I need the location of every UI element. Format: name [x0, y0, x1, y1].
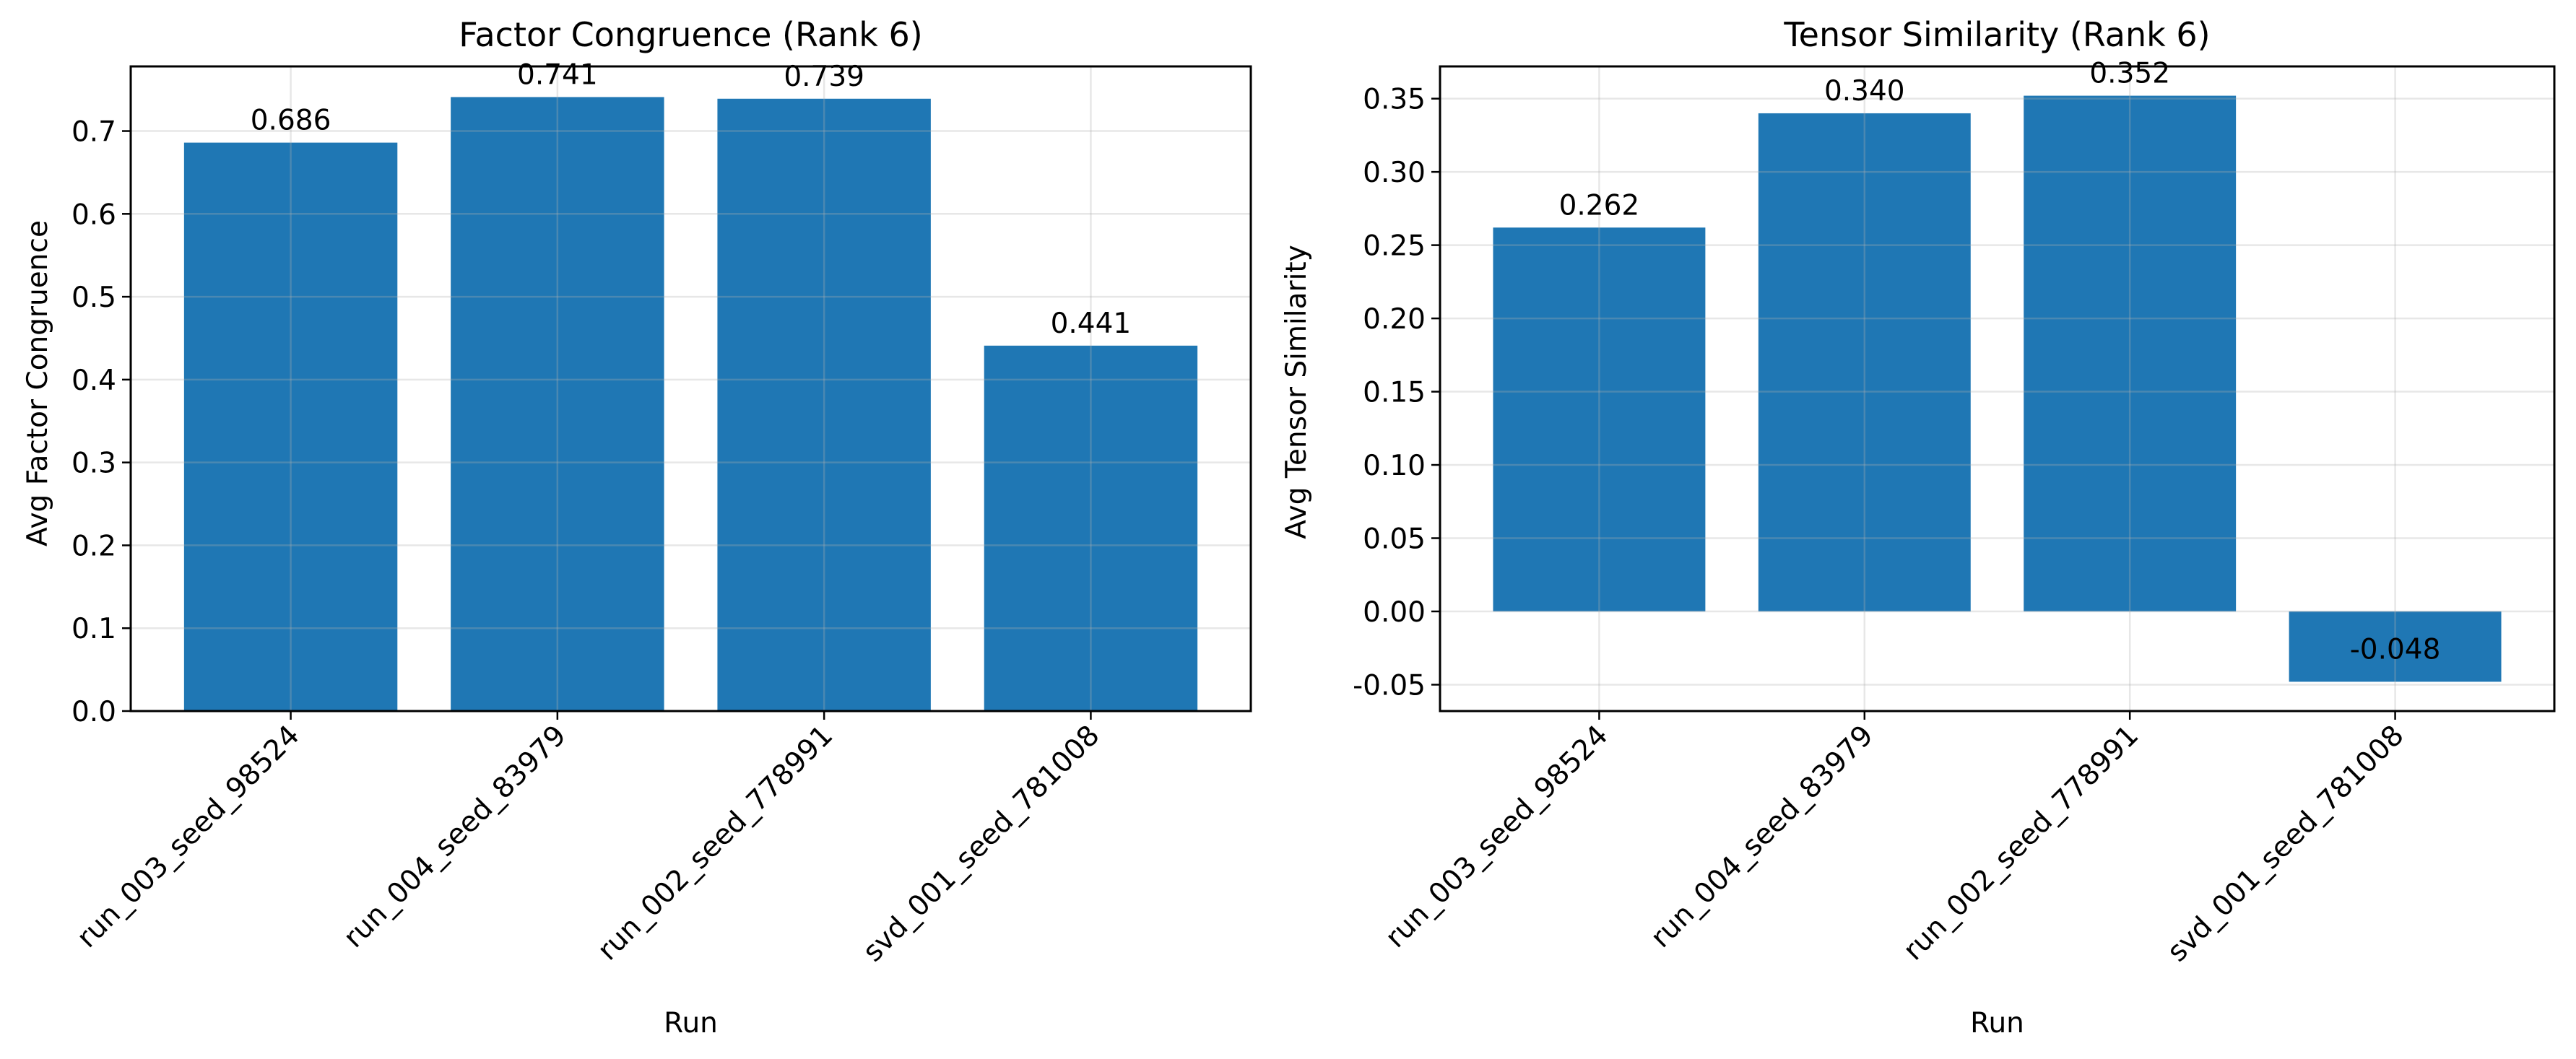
- y-tick-label: 0.15: [1363, 377, 1426, 409]
- bar-run_004_seed_83979: [1758, 113, 1971, 611]
- data-label: 0.262: [1559, 189, 1640, 222]
- chart-title: Factor Congruence (Rank 6): [459, 15, 923, 54]
- y-tick-label: 0.4: [71, 365, 116, 397]
- x-axis-label: Run: [1970, 1007, 2024, 1040]
- y-tick-label: 0.1: [71, 613, 116, 645]
- y-tick-label: 0.30: [1363, 157, 1426, 189]
- y-tick-label: 0.25: [1363, 230, 1426, 263]
- axes-frame: [1439, 65, 2556, 712]
- axes-frame: [129, 65, 1252, 712]
- data-label: 0.686: [251, 105, 331, 137]
- bar-svd_001_seed_781008: [2289, 611, 2502, 682]
- bar-run_002_seed_778991: [2024, 95, 2237, 611]
- y-tick-label: 0.10: [1363, 450, 1426, 482]
- bar-run_004_seed_83979: [451, 97, 664, 712]
- data-label: 0.741: [517, 58, 598, 91]
- y-tick-label: 0.2: [71, 530, 116, 562]
- bar-svd_001_seed_781008: [984, 345, 1198, 711]
- y-tick-label: 0.7: [71, 116, 116, 149]
- y-tick-label: 0.0: [71, 696, 116, 728]
- data-label: 0.352: [2089, 58, 2170, 90]
- y-tick-label: 0.5: [71, 282, 116, 314]
- y-axis-label: Avg Factor Congruence: [22, 220, 54, 546]
- data-label: 0.441: [1051, 308, 1132, 340]
- y-tick-label: 0.6: [71, 199, 116, 231]
- y-tick-label: -0.05: [1353, 669, 1426, 702]
- bar-run_002_seed_778991: [717, 98, 931, 712]
- data-label: -0.048: [2350, 633, 2441, 666]
- y-tick-label: 0.00: [1363, 596, 1426, 629]
- y-axis-label: Avg Tensor Similarity: [1280, 245, 1313, 539]
- x-axis-label: Run: [664, 1007, 718, 1040]
- y-tick-label: 0.3: [71, 448, 116, 480]
- bar-run_003_seed_98524: [183, 142, 398, 711]
- y-tick-label: 0.05: [1363, 523, 1426, 556]
- y-tick-label: 0.20: [1363, 303, 1426, 336]
- y-tick-label: 0.35: [1363, 84, 1426, 116]
- data-label: 0.340: [1824, 75, 1905, 108]
- chart-title: Tensor Similarity (Rank 6): [1783, 15, 2210, 54]
- bar-run_003_seed_98524: [1493, 227, 1706, 611]
